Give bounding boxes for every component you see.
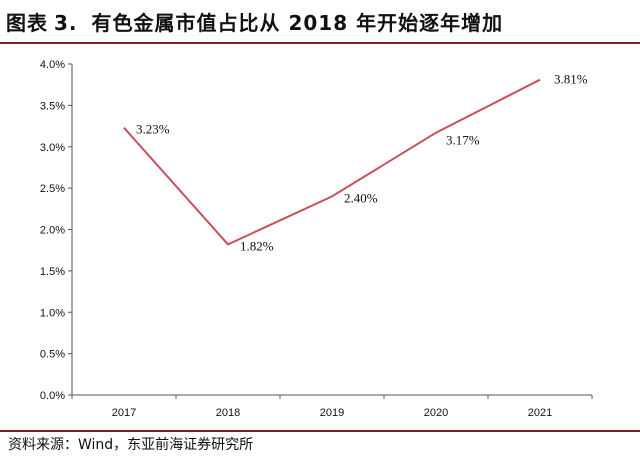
figure-title-text: 有色金属市值占比从 2018 年开始逐年增加 — [91, 11, 504, 35]
data-label: 1.82% — [240, 238, 274, 253]
y-tick-label: 0.5% — [40, 349, 65, 361]
x-tick-label: 2020 — [424, 407, 448, 419]
data-label: 3.81% — [554, 72, 588, 87]
y-tick-label: 2.5% — [40, 183, 65, 195]
y-tick-label: 0.0% — [40, 390, 65, 402]
title-rule — [0, 42, 640, 44]
y-tick-label: 3.5% — [40, 100, 65, 112]
x-tick-label: 2021 — [528, 407, 552, 419]
figure-label: 图表 — [6, 11, 48, 35]
data-label: 2.40% — [344, 190, 378, 205]
y-tick-label: 3.0% — [40, 142, 65, 154]
y-tick-label: 1.0% — [40, 307, 65, 319]
y-tick-label: 2.0% — [40, 225, 65, 237]
line-chart: 0.0% 0.5% 1.0% 1.5% 2.0% 2.5% 3.0% 3.5% 4.0% 2017… — [40, 59, 593, 419]
data-label: 3.17% — [446, 133, 480, 148]
source-rule — [0, 430, 640, 432]
figure-number: 3. — [54, 11, 78, 35]
x-tick-label: 2019 — [320, 407, 344, 419]
x-tick-label: 2017 — [112, 407, 136, 419]
figure-title: 图表 3. 有色金属市值占比从 2018 年开始逐年增加 — [6, 6, 503, 40]
data-label: 3.23% — [136, 122, 170, 137]
y-tick-label: 4.0% — [40, 59, 65, 71]
x-tick-label: 2018 — [216, 407, 240, 419]
source-note: 资料来源：Wind，东亚前海证券研究所 — [8, 437, 254, 453]
series-line — [123, 78, 541, 246]
y-tick-label: 1.5% — [40, 266, 65, 278]
